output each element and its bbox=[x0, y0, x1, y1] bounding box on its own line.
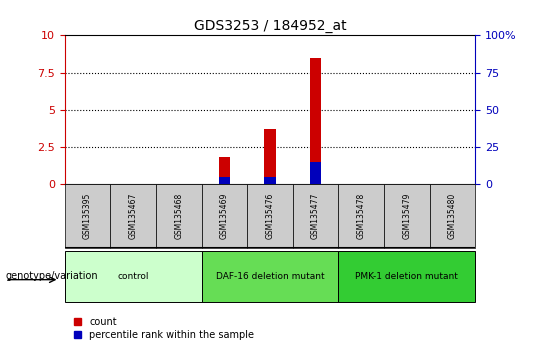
Bar bbox=[65, 184, 110, 248]
Text: GSM135468: GSM135468 bbox=[174, 193, 183, 239]
Text: GSM135480: GSM135480 bbox=[448, 193, 457, 239]
Bar bbox=[201, 184, 247, 248]
Bar bbox=[219, 177, 230, 184]
Bar bbox=[110, 184, 156, 248]
Bar bbox=[384, 184, 430, 248]
Text: DAF-16 deletion mutant: DAF-16 deletion mutant bbox=[215, 272, 325, 281]
Bar bbox=[264, 129, 276, 184]
Text: PMK-1 deletion mutant: PMK-1 deletion mutant bbox=[355, 272, 458, 281]
Text: GSM135479: GSM135479 bbox=[402, 193, 411, 239]
Text: genotype/variation: genotype/variation bbox=[5, 271, 98, 281]
Text: GSM135469: GSM135469 bbox=[220, 193, 229, 239]
Text: GSM135467: GSM135467 bbox=[129, 193, 138, 239]
Title: GDS3253 / 184952_at: GDS3253 / 184952_at bbox=[194, 19, 346, 33]
Bar bbox=[310, 162, 321, 184]
Text: GSM135395: GSM135395 bbox=[83, 193, 92, 239]
Bar bbox=[310, 58, 321, 184]
Bar bbox=[247, 184, 293, 248]
Text: GSM135478: GSM135478 bbox=[357, 193, 366, 239]
Text: GSM135476: GSM135476 bbox=[266, 193, 274, 239]
Legend: count, percentile rank within the sample: count, percentile rank within the sample bbox=[70, 313, 258, 343]
Bar bbox=[156, 184, 201, 248]
Text: GSM135477: GSM135477 bbox=[311, 193, 320, 239]
Bar bbox=[201, 251, 339, 302]
Bar bbox=[339, 184, 384, 248]
Bar bbox=[219, 156, 230, 184]
Bar bbox=[264, 177, 276, 184]
Bar bbox=[339, 251, 475, 302]
Text: control: control bbox=[118, 272, 149, 281]
Bar bbox=[430, 184, 475, 248]
Bar bbox=[65, 251, 201, 302]
Bar bbox=[293, 184, 339, 248]
